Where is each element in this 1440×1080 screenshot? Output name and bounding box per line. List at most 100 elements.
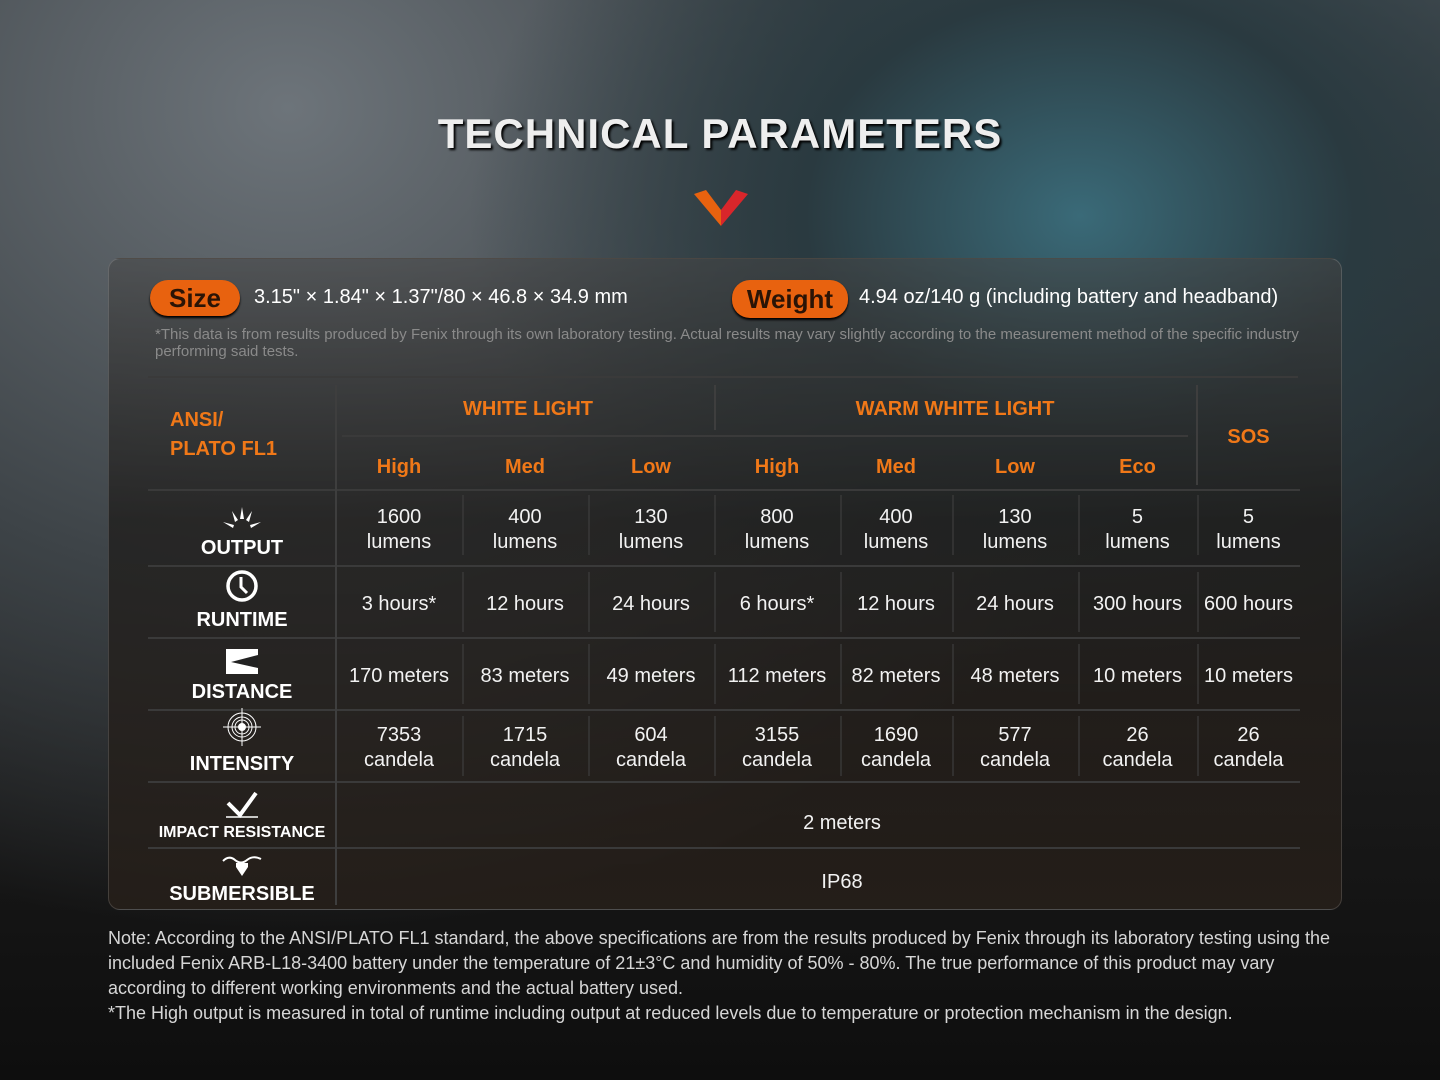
value-cell: 26 candela [1213,724,1284,771]
value-cell: 600 hours [1204,592,1293,615]
page-title: TECHNICAL PARAMETERS [437,110,1003,157]
standard-line: PLATO FL1 [170,438,278,460]
row-label-text: DISTANCE [191,681,293,703]
col-divider [462,644,464,704]
value-cell: 577 candela [979,724,1051,771]
impact-value: 2 meters [803,811,881,834]
row-label-text: OUTPUT [200,537,284,559]
value-cell: 604 candela [615,724,687,771]
row-label-runtime: RUNTIME [148,566,336,632]
col-divider [840,716,842,776]
row-divider [148,709,1300,711]
col-divider [952,495,954,555]
value-cell: 7353 candela [363,724,435,771]
value-cell: 82 meters [851,664,941,687]
col-divider [1197,495,1199,555]
mode-header: High [754,455,800,478]
value-cell: 10 meters [1204,664,1293,687]
row-label-text: SUBMERSIBLE [169,883,315,905]
row-label-text: INTENSITY [189,753,295,775]
col-divider [588,495,590,555]
col-divider [1196,385,1198,485]
submersible-value: IP68 [821,870,863,893]
col-divider [588,716,590,776]
size-badge: Size [150,280,240,316]
col-divider [1078,572,1080,632]
col-divider [952,572,954,632]
value-cell: 24 hours [976,592,1054,615]
value-cell: 400 lumens [863,506,929,553]
mode-header: Med [505,455,545,478]
mode-header: Med [876,455,916,478]
col-divider [462,572,464,632]
value-cell: 130 lumens [618,506,684,553]
row-label-impact-resistance: IMPACT RESISTANCE [148,782,336,842]
row-divider [148,637,1300,639]
group-sos: SOS [1227,425,1270,448]
value-cell: 49 meters [606,664,696,687]
col-divider [1197,644,1199,704]
value-cell: 400 lumens [492,506,558,553]
col-divider [952,644,954,704]
beam-distance-icon [225,647,259,681]
note-high-output: *The High output is measured in total of… [108,1003,1233,1023]
value-cell: 130 lumens [982,506,1048,553]
value-cell: 3155 candela [741,724,813,771]
weight-value: 4.94 oz/140 g (including battery and hea… [859,286,1279,308]
value-cell: 5 lumens [1216,506,1281,553]
row-label-output: OUTPUT [148,490,336,560]
target-icon [222,707,262,753]
col-divider [1197,716,1199,776]
group-warm-white-light: WARM WHITE LIGHT [855,397,1055,420]
weight-badge: Weight [732,280,848,318]
impact-icon [224,791,260,824]
water-drop-arrow-icon [221,855,263,883]
row-divider [148,565,1300,567]
col-divider [714,716,716,776]
group-white-light: WHITE LIGHT [463,397,593,420]
col-divider [714,572,716,632]
col-divider [1078,716,1080,776]
disclaimer: *This data is from results produced by F… [155,326,1299,360]
value-cell: 12 hours [486,592,564,615]
col-divider [840,644,842,704]
footnote: Note: According to the ANSI/PLATO FL1 st… [108,926,1348,1026]
value-cell: 1690 candela [860,724,932,771]
col-divider [952,716,954,776]
mode-header: Eco [1119,455,1156,478]
sun-burst-icon [220,505,264,537]
note-standard: Note: According to the ANSI/PLATO FL1 st… [108,928,1331,998]
value-cell: 10 meters [1093,664,1182,687]
value-cell: 6 hours* [739,592,815,615]
row-divider [342,435,1188,437]
clock-icon [225,569,259,609]
value-cell: 83 meters [480,664,570,687]
value-cell: 24 hours [612,592,690,615]
row-divider [148,847,1300,849]
col-divider [588,572,590,632]
value-cell: 300 hours [1093,592,1182,615]
row-divider [148,781,1300,783]
row-label-text: IMPACT RESISTANCE [158,824,326,841]
row-divider [148,376,1298,378]
value-cell: 1715 candela [489,724,561,771]
spec-panel [108,258,1342,910]
mode-header: Low [631,455,671,478]
value-cell: 48 meters [970,664,1060,687]
row-divider [148,489,1300,491]
value-cell: 5 lumens [1105,506,1170,553]
col-divider [588,644,590,704]
col-divider [714,644,716,704]
value-cell: 800 lumens [744,506,810,553]
value-cell: 12 hours [857,592,935,615]
col-divider [1078,644,1080,704]
col-divider [462,716,464,776]
col-divider [1197,572,1199,632]
col-divider [462,495,464,555]
value-cell: 1600 lumens [366,506,432,553]
value-cell: 3 hours* [361,592,437,615]
col-divider [714,495,716,555]
col-divider [840,495,842,555]
value-cell: 112 meters [727,664,827,687]
row-label-distance: DISTANCE [148,638,336,704]
